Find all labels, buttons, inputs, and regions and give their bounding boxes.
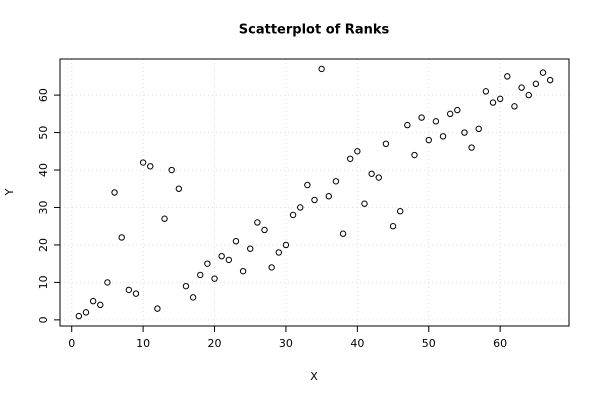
x-tick-label: 10: [136, 337, 150, 350]
point: [232, 237, 240, 245]
point: [461, 129, 468, 136]
point: [518, 84, 525, 91]
x-tick-label: 0: [68, 337, 75, 350]
point: [161, 215, 168, 222]
point: [275, 249, 282, 256]
point: [111, 189, 118, 196]
point: [189, 294, 197, 301]
point: [354, 148, 361, 155]
point: [104, 279, 111, 286]
point: [396, 208, 404, 215]
point: [125, 286, 133, 294]
point: [132, 290, 140, 297]
y-tick-label: 20: [37, 238, 50, 252]
point: [204, 260, 211, 267]
point: [311, 196, 318, 204]
point: [482, 88, 490, 95]
point: [404, 121, 411, 129]
x-axis-label: X: [310, 370, 318, 383]
plot-frame: [59, 58, 570, 327]
point: [139, 159, 147, 166]
chart-title: Scatterplot of Ranks: [239, 23, 390, 38]
point: [268, 264, 275, 271]
point: [175, 185, 183, 192]
x-tick-label: 20: [208, 337, 222, 350]
y-tick-label: 40: [37, 163, 50, 177]
point: [418, 114, 425, 121]
point: [75, 312, 83, 320]
point: [247, 245, 254, 252]
point: [446, 110, 454, 118]
point: [511, 103, 518, 110]
point: [504, 73, 511, 80]
point: [89, 297, 97, 305]
y-axis-label: Y: [3, 188, 16, 196]
point: [339, 230, 347, 237]
point: [347, 155, 354, 162]
point: [425, 136, 432, 144]
point: [525, 91, 532, 99]
x-tick-label: 40: [350, 337, 364, 350]
point: [496, 95, 504, 103]
point: [304, 181, 311, 189]
point: [261, 226, 268, 234]
point: [211, 275, 218, 282]
point: [197, 271, 204, 279]
point: [454, 106, 461, 114]
x-tick-label: 60: [493, 337, 507, 350]
point: [97, 301, 104, 309]
point: [475, 125, 482, 133]
y-tick-label: 0: [37, 316, 50, 323]
point: [489, 99, 497, 106]
point: [168, 166, 175, 174]
point: [118, 234, 125, 241]
point: [546, 76, 554, 84]
point: [368, 170, 375, 177]
x-tick-label: 50: [422, 337, 436, 350]
point: [154, 305, 161, 312]
y-tick-label: 50: [37, 126, 50, 140]
y-tick-label: 10: [37, 275, 50, 289]
point: [218, 252, 225, 260]
point: [318, 65, 325, 73]
point: [439, 133, 447, 140]
point: [282, 241, 290, 249]
point: [361, 200, 368, 207]
point: [332, 178, 340, 185]
point: [389, 223, 397, 230]
point: [82, 309, 90, 316]
y-tick-label: 30: [37, 200, 50, 214]
point: [411, 151, 418, 159]
point: [532, 80, 540, 88]
point: [468, 144, 475, 151]
point: [325, 193, 332, 200]
y-tick-label: 60: [37, 88, 50, 102]
point: [239, 267, 247, 275]
point: [382, 140, 390, 148]
point: [539, 69, 547, 76]
x-tick-label: 30: [279, 337, 293, 350]
point: [182, 282, 190, 290]
point: [147, 163, 154, 170]
point: [375, 174, 382, 181]
point: [289, 211, 297, 219]
point: [254, 219, 261, 226]
point: [225, 256, 233, 264]
point: [297, 204, 304, 211]
point: [432, 118, 440, 125]
